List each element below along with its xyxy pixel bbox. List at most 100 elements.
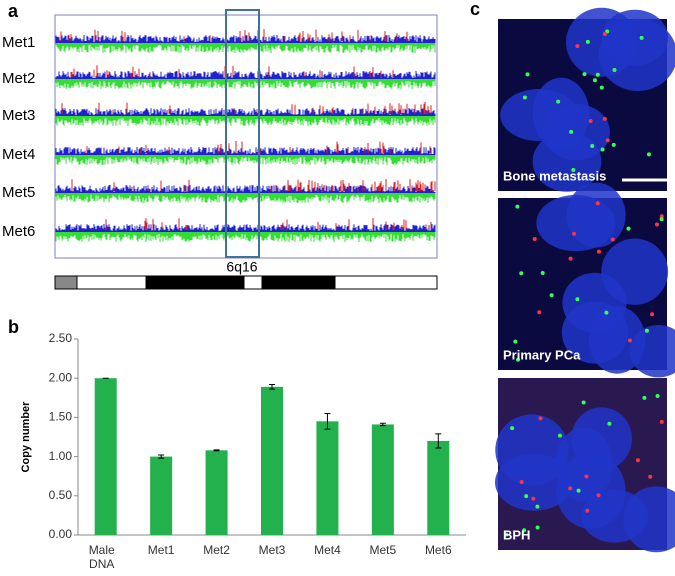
signal	[576, 488, 581, 493]
signal	[654, 222, 659, 227]
signal	[605, 29, 610, 34]
signal	[600, 147, 605, 152]
row-label: Met4	[2, 146, 35, 163]
nucleus	[566, 182, 626, 248]
signal	[575, 44, 580, 49]
signal	[519, 271, 524, 276]
trace-loss	[55, 193, 436, 203]
nucleus	[629, 325, 675, 378]
error-bar	[324, 412, 331, 430]
nucleus	[532, 77, 590, 150]
row-label: Met3	[2, 107, 35, 124]
error-bar	[269, 383, 275, 390]
region-label: 6q16	[226, 259, 257, 275]
signal	[537, 310, 542, 315]
signal	[595, 201, 600, 206]
row-label: Met2	[2, 70, 35, 87]
panel-label: c	[470, 0, 480, 19]
signal	[642, 395, 647, 400]
trace-gain	[60, 29, 408, 41]
x-tick-label: Male DNA	[88, 543, 115, 571]
image-label: Primary PCa	[503, 347, 581, 362]
signal	[513, 339, 518, 344]
signal	[568, 256, 573, 261]
bar	[205, 450, 228, 535]
row-label: Met6	[2, 223, 35, 240]
x-tick-label: Met2	[203, 543, 230, 557]
bar	[261, 386, 283, 535]
signal	[590, 143, 595, 148]
signal	[582, 72, 587, 77]
trace-loss	[55, 232, 436, 242]
ideogram	[54, 275, 438, 290]
signal	[516, 357, 521, 362]
bar	[427, 440, 450, 535]
signal	[585, 39, 590, 44]
trace-normal	[55, 108, 436, 116]
signal	[659, 214, 664, 219]
panel-label: a	[8, 1, 19, 21]
trace-loss	[55, 155, 436, 165]
nucleus	[495, 414, 569, 486]
nucleus	[555, 427, 613, 502]
signal	[540, 271, 545, 276]
row-label: Met5	[2, 184, 35, 201]
y-tick-label: 0.50	[49, 488, 73, 502]
signal	[510, 426, 515, 431]
signal	[584, 474, 589, 479]
x-tick-label: Met1	[147, 543, 175, 557]
signal	[635, 458, 640, 463]
panel-label: b	[8, 317, 19, 337]
signal	[504, 532, 509, 537]
trace-gain	[71, 179, 436, 191]
error-bar	[213, 449, 220, 452]
trace-normal	[55, 147, 436, 155]
x-tick-label: Met3	[258, 543, 286, 557]
trace-loss	[55, 116, 436, 126]
signal	[588, 118, 593, 123]
signal	[646, 152, 651, 157]
signal	[571, 231, 576, 236]
signal	[556, 99, 561, 104]
trace-normal	[55, 224, 436, 232]
signal	[602, 32, 607, 37]
bar	[94, 378, 117, 535]
signal	[568, 486, 573, 491]
y-tick-label: 1.00	[49, 449, 73, 463]
signal	[655, 394, 660, 399]
error-bar	[158, 454, 165, 459]
signal	[524, 494, 529, 499]
traces	[55, 29, 436, 242]
signal	[531, 496, 536, 501]
signal	[571, 167, 576, 172]
signal	[602, 116, 607, 121]
signal	[592, 78, 597, 83]
signal	[519, 479, 524, 484]
trace-normal	[55, 185, 436, 193]
y-tick-label: 1.50	[49, 410, 73, 424]
micrographs: Bone metastasis Primary PCa BPH	[494, 7, 675, 553]
signal	[575, 297, 580, 302]
y-axis-label: Copy number	[20, 401, 32, 473]
signal	[515, 204, 520, 209]
signal	[604, 310, 609, 315]
trace-loss	[55, 43, 436, 53]
image-label: Bone metastasis	[503, 168, 606, 183]
signal	[650, 312, 655, 317]
signal	[596, 249, 601, 254]
signal	[596, 493, 601, 498]
x-tick-label: Met4	[314, 543, 341, 557]
trace-loss	[55, 79, 436, 89]
x-tick-label: Met6	[424, 543, 452, 557]
trace-normal	[55, 71, 436, 79]
signal	[612, 68, 617, 73]
nucleus	[622, 486, 675, 553]
signal	[525, 72, 530, 77]
signal	[549, 293, 554, 298]
signal	[627, 338, 632, 343]
trace-gain	[70, 65, 394, 77]
signal	[611, 142, 616, 147]
signal	[644, 328, 649, 333]
signal	[581, 400, 586, 405]
trace-gain	[105, 218, 432, 230]
